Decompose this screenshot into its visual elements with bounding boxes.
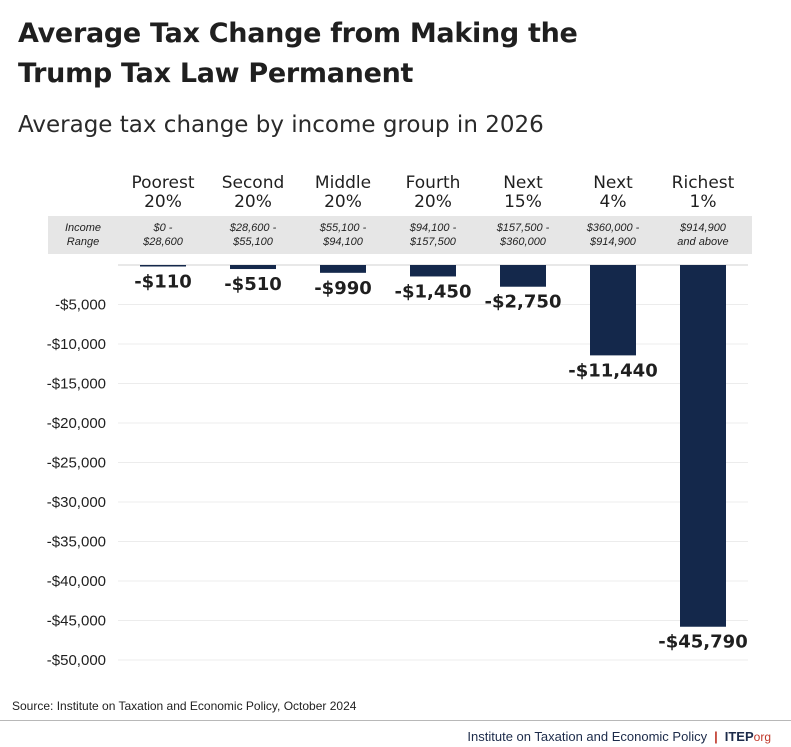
income-range-band <box>48 216 752 254</box>
income-range-label-line-1: Income <box>65 222 101 234</box>
source-note: Source: Institute on Taxation and Econom… <box>12 699 357 713</box>
footer-divider <box>0 720 791 721</box>
income-range-line-1: $157,500 - <box>496 222 550 234</box>
bar <box>500 265 546 287</box>
y-tick-label: -$10,000 <box>47 336 106 353</box>
itep-logo: ITEPorg <box>725 729 771 744</box>
chart-title-line-2: Trump Tax Law Permanent <box>18 58 414 89</box>
income-range-line-2: $28,600 <box>142 236 184 248</box>
income-range-line-2: $914,900 <box>589 236 637 248</box>
footer-separator: | <box>714 729 718 744</box>
category-label-line-1: Middle <box>315 173 371 193</box>
category-label-line-1: Next <box>503 173 543 193</box>
income-range-line-2: $157,500 <box>409 236 457 248</box>
bar-value-label: -$1,450 <box>395 281 472 302</box>
income-range-line-1: $360,000 - <box>586 222 640 234</box>
bar <box>320 265 366 273</box>
bar-value-label: -$11,440 <box>568 360 657 381</box>
footer: Institute on Taxation and Economic Polic… <box>467 729 771 744</box>
bar-value-label: -$45,790 <box>658 632 747 653</box>
category-label-line-2: 4% <box>600 192 627 212</box>
income-range-line-1: $28,600 - <box>229 222 277 234</box>
bar-chart: Income Range -$5,000 -$10,000 -$15,000 -$20,0… <box>47 173 752 669</box>
bar-value-label: -$510 <box>224 274 282 295</box>
category-label-line-2: 20% <box>234 192 272 212</box>
footer-org-name: Institute on Taxation and Economic Polic… <box>467 729 708 744</box>
income-range-line-2: $94,100 <box>322 236 364 248</box>
chart-title-line-1: Average Tax Change from Making the <box>18 18 578 49</box>
income-range-line-1: $55,100 - <box>319 222 367 234</box>
y-tick-label: -$20,000 <box>47 415 106 432</box>
income-range-line-1: $0 - <box>153 222 173 234</box>
chart-title: Average Tax Change from Making the Trump… <box>18 14 718 94</box>
category-label-line-1: Second <box>222 173 285 193</box>
y-tick-label: -$15,000 <box>47 376 106 393</box>
bar <box>410 265 456 277</box>
category-label-line-1: Fourth <box>406 173 461 193</box>
category-label-line-1: Richest <box>672 173 735 193</box>
y-tick-label: -$40,000 <box>47 573 106 590</box>
income-range-line-1: $914,900 <box>679 222 727 234</box>
income-range-line-2: $55,100 <box>232 236 274 248</box>
bar-value-label: -$110 <box>134 272 192 293</box>
y-tick-label: -$25,000 <box>47 455 106 472</box>
category-label-line-2: 20% <box>414 192 452 212</box>
itep-logo-text: ITEP <box>724 729 754 744</box>
income-range-label-line-2: Range <box>67 236 99 248</box>
category-label-line-2: 20% <box>144 192 182 212</box>
y-tick-label: -$45,000 <box>47 613 106 630</box>
category-label-line-2: 20% <box>324 192 362 212</box>
bar-value-label: -$990 <box>314 278 372 299</box>
itep-logo-suffix: org <box>753 730 771 744</box>
y-tick-label: -$35,000 <box>47 534 106 551</box>
bar-value-label: -$2,750 <box>485 292 562 313</box>
category-label-line-1: Poorest <box>131 173 194 193</box>
income-range-line-2: $360,000 <box>499 236 547 248</box>
bar <box>140 265 186 267</box>
y-tick-label: -$30,000 <box>47 494 106 511</box>
category-label-line-1: Next <box>593 173 633 193</box>
y-tick-label: -$50,000 <box>47 652 106 669</box>
bar <box>590 265 636 356</box>
category-label-line-2: 15% <box>504 192 542 212</box>
bar <box>230 265 276 270</box>
chart-subtitle: Average tax change by income group in 20… <box>18 112 544 138</box>
y-tick-label: -$5,000 <box>55 297 106 314</box>
income-range-line-2: and above <box>677 236 728 248</box>
bar <box>680 265 726 627</box>
category-label-line-2: 1% <box>690 192 717 212</box>
income-range-line-1: $94,100 - <box>409 222 457 234</box>
